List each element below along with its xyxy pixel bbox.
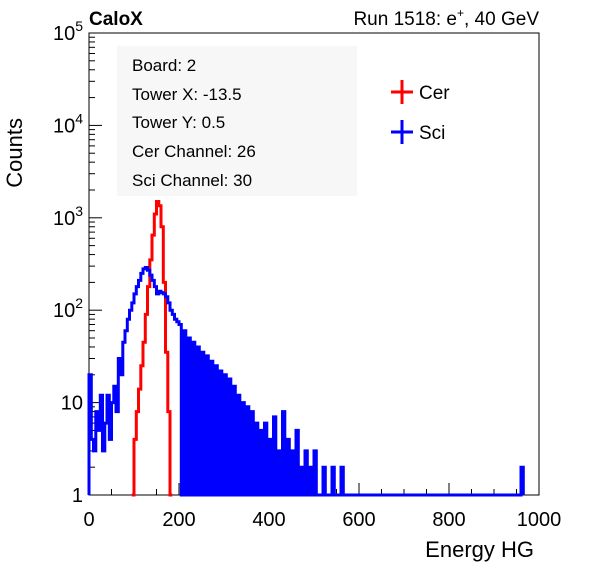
x-tick-label: 0 — [83, 509, 94, 531]
run-label-main: Run 1518: e — [353, 9, 457, 30]
series-cer-line — [131, 200, 173, 497]
series-sci-line — [87, 266, 525, 497]
y-tick-label: 10 — [61, 393, 83, 415]
legend: Cer Sci — [391, 80, 450, 144]
info-cer-channel: Cer Channel: 26 — [132, 142, 256, 161]
run-label-sup: + — [457, 6, 464, 20]
y-tick-label: 104 — [53, 110, 83, 137]
x-tick-label: 400 — [252, 509, 285, 531]
x-tick-label: 200 — [162, 509, 195, 531]
x-tick-label: 600 — [342, 509, 375, 531]
x-axis-title: Energy HG — [425, 537, 534, 562]
y-tick-label: 103 — [53, 203, 83, 230]
info-board: Board: 2 — [132, 56, 196, 75]
run-label-suffix: , 40 GeV — [464, 9, 539, 30]
y-tick-label: 102 — [53, 295, 83, 322]
logo-label: CaloX — [89, 9, 143, 30]
info-sci-channel: Sci Channel: 30 — [132, 171, 252, 190]
info-tower-y: Tower Y: 0.5 — [132, 113, 225, 132]
axis-ticks: 0 200 400 600 800 1000 1 10 102 103 104 105 — [53, 18, 561, 531]
run-label: Run 1518: e+, 40 GeV — [353, 6, 539, 30]
legend-sci-label: Sci — [419, 123, 445, 144]
legend-cer-label: Cer — [419, 83, 450, 104]
info-tower-x: Tower X: -13.5 — [132, 85, 242, 104]
series-layer — [87, 200, 525, 497]
y-tick-label: 1 — [72, 485, 83, 507]
x-tick-label: 1000 — [517, 509, 562, 531]
y-tick-label: 105 — [53, 18, 83, 45]
info-box — [117, 46, 357, 196]
x-tick-label: 800 — [432, 509, 465, 531]
y-axis-title: Counts — [2, 118, 27, 188]
